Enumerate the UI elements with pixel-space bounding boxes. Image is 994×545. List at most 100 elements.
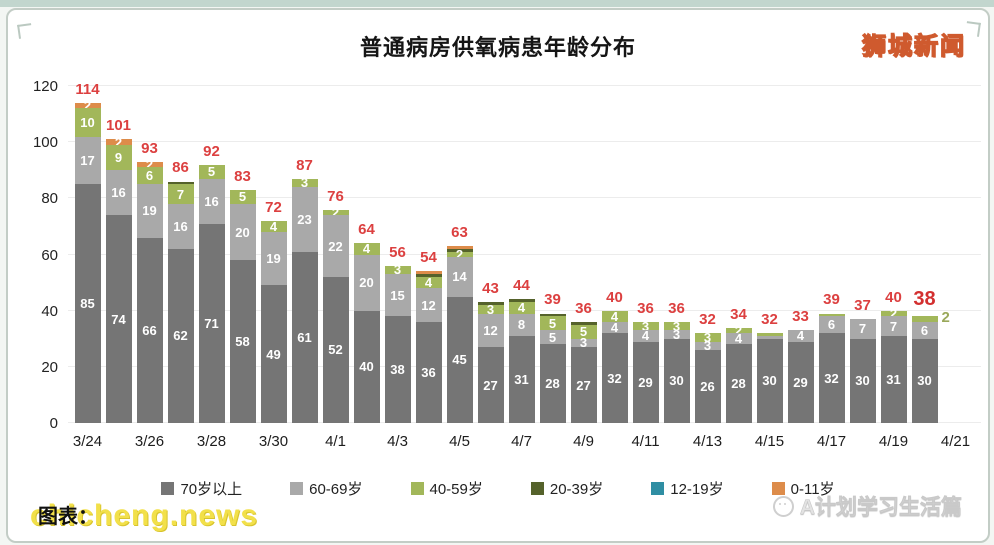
segment-value: 4 xyxy=(362,241,371,257)
x-tick-label: 3/28 xyxy=(196,433,227,450)
stacked-bar-3/27: 62 16 7 xyxy=(167,181,194,423)
segment-age40 xyxy=(818,313,845,317)
segment-age70: 31 xyxy=(880,335,907,423)
segment-value: 16 xyxy=(204,193,219,209)
segment-age70: 30 xyxy=(849,338,876,423)
segment-age60: 4 xyxy=(725,332,752,345)
stacked-bar-3/30: 49 19 4 xyxy=(260,220,287,423)
segment-age40: 3 xyxy=(694,331,721,344)
segment-value: 3 xyxy=(579,335,588,351)
gridline xyxy=(68,253,981,255)
stacked-bar-4/12: 30 3 3 xyxy=(663,320,690,423)
segment-value: 2 xyxy=(114,134,123,150)
segment-age70: 38 xyxy=(384,316,411,423)
legend-item-age20: 20-39岁 xyxy=(530,478,604,499)
bar-total-label: 63 xyxy=(451,224,468,242)
segment-age60: 4 xyxy=(632,329,659,342)
segment-value: 5 xyxy=(548,315,557,331)
bar-total-label: 37 xyxy=(854,297,871,315)
legend-label: 20-39岁 xyxy=(549,481,604,498)
segment-value: 4 xyxy=(517,300,526,316)
segment-value: 49 xyxy=(266,346,281,362)
segment-value: 32 xyxy=(824,370,839,386)
segment-age40 xyxy=(911,316,938,322)
stacked-bar-4/1: 52 22 2 xyxy=(322,206,349,423)
stacked-bar-3/29: 58 20 5 xyxy=(229,189,256,423)
segment-value: 58 xyxy=(235,334,250,350)
segment-age60: 6 xyxy=(818,316,845,334)
segment-age20 xyxy=(570,321,597,325)
segment-age70: 85 xyxy=(74,184,101,423)
bar-total-label: 64 xyxy=(358,221,375,239)
source-caption: 图表： xyxy=(38,506,98,528)
chart-title: 普通病房供氧病患年龄分布 xyxy=(359,35,636,60)
legend-item-age70: 70岁以上 xyxy=(161,478,242,499)
stacked-bar-4/8: 28 5 5 xyxy=(539,313,566,423)
legend-item-age40: 40-59岁 xyxy=(410,478,483,499)
x-tick-label: 4/3 xyxy=(387,433,408,450)
segment-value: 4 xyxy=(424,275,433,291)
segment-age60: 16 xyxy=(167,203,194,249)
stacked-bar-3/24: 85 17 10 2 xyxy=(74,99,101,423)
segment-value: 5 xyxy=(579,324,588,340)
stacked-bar-4/16: 29 4 xyxy=(787,329,814,423)
segment-age70: 30 xyxy=(663,338,690,423)
segment-value: 27 xyxy=(576,377,591,393)
legend-item-age60: 60-69岁 xyxy=(290,478,363,499)
legend-label: 40-59岁 xyxy=(429,481,483,498)
stacked-bar-4/15: 30 xyxy=(756,333,783,423)
segment-value: 5 xyxy=(548,329,557,345)
segment-age70: 32 xyxy=(818,333,845,423)
segment-value: 36 xyxy=(421,364,436,380)
legend-swatch-icon xyxy=(530,482,544,495)
stacked-bar-3/28: 71 16 5 xyxy=(198,164,225,423)
bar-total-label: 32 xyxy=(699,311,716,329)
segment-value: 3 xyxy=(672,327,681,343)
segment-age0: 2 xyxy=(105,136,132,149)
legend-label: 60-69岁 xyxy=(309,481,363,498)
segment-age20 xyxy=(508,299,535,303)
bar-total-label: 93 xyxy=(141,139,158,157)
stacked-bar-4/2: 40 20 4 xyxy=(353,241,380,423)
segment-value: 38 xyxy=(390,362,405,378)
legend-label: 0-11岁 xyxy=(790,481,835,498)
bar-total-label: 44 xyxy=(513,277,530,295)
segment-age60: 14 xyxy=(446,257,473,297)
plot-area: 85 17 10 2 114 74 16 9 2 101 66 19 6 2 93 62 16 7 86 71 16 5 9… xyxy=(68,81,981,450)
segment-value: 16 xyxy=(173,218,188,234)
segment-age60: 3 xyxy=(694,338,721,354)
segment-value: 85 xyxy=(80,296,95,312)
segment-value: 2 xyxy=(83,98,92,114)
stacked-bar-4/4: 36 12 4 xyxy=(415,271,442,423)
segment-age40: 7 xyxy=(167,184,194,204)
legend-label: 12-19岁 xyxy=(670,481,724,498)
segment-age20 xyxy=(167,181,194,185)
footer-brand-label: A计划学习生活篇 xyxy=(799,496,963,520)
segment-value: 40 xyxy=(359,359,374,375)
segment-value: 30 xyxy=(917,373,932,389)
segment-age70: 45 xyxy=(446,296,473,423)
segment-age70: 58 xyxy=(229,260,256,423)
segment-age40: 4 xyxy=(415,275,442,291)
bar-total-label: 54 xyxy=(420,249,437,267)
bar-total-label: 39 xyxy=(544,291,561,309)
bar-total-label: 39 xyxy=(823,291,840,309)
segment-age0: 2 xyxy=(74,99,101,112)
x-tick-label: 4/5 xyxy=(449,433,470,450)
y-tick-label: 100 xyxy=(32,134,58,152)
x-tick-label: 4/19 xyxy=(878,433,909,450)
y-tick-label: 120 xyxy=(32,78,58,95)
segment-value: 66 xyxy=(142,322,157,338)
segment-value: 6 xyxy=(827,317,836,333)
legend-item-age0: 0-11岁 xyxy=(771,478,835,499)
x-tick-label: 4/1 xyxy=(325,433,346,450)
y-tick-label: 0 xyxy=(49,415,58,432)
bar-total-label: 83 xyxy=(234,167,251,185)
segment-age60: 8 xyxy=(508,313,535,336)
segment-age40: 2 xyxy=(446,248,473,261)
segment-value: 31 xyxy=(886,371,901,387)
segment-value: 3 xyxy=(703,338,712,354)
segment-age70: 29 xyxy=(632,341,659,423)
segment-value: 10 xyxy=(80,115,95,131)
